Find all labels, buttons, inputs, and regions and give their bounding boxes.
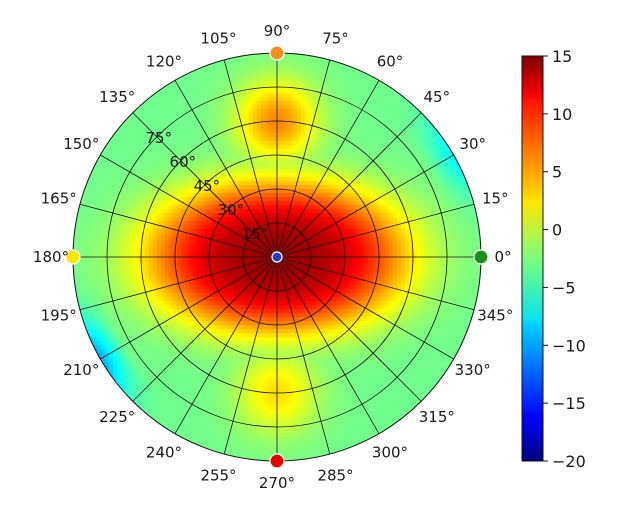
angular-gridline-165 — [79, 203, 278, 258]
angular-gridline-45 — [276, 112, 422, 258]
angular-gridline-150 — [100, 154, 278, 258]
colorbar-tick-label: 10 — [552, 105, 572, 124]
angular-tick-label: 225° — [99, 408, 135, 426]
angular-tick-label: 285° — [317, 466, 353, 484]
angular-gridline-300 — [276, 256, 380, 434]
angular-tick-label: 315° — [419, 408, 455, 426]
angular-tick-label: 105° — [200, 30, 236, 48]
colorbar-tick-label: −15 — [552, 394, 586, 413]
colorbar: 15 10 5 0 −5 −10 −15 −20 — [521, 47, 586, 471]
angular-tick-label: 30° — [459, 135, 486, 153]
radial-tick-labels: 15° 30° 45° 60° 75° — [145, 129, 268, 243]
angular-gridline-105 — [223, 59, 278, 258]
colorbar-tick-label: −10 — [552, 336, 586, 355]
angular-tick-labels: 0° 15° 30° 45° 60° 75° 90° 105° 120° 135° 150° 165°… — [33, 22, 513, 492]
radial-tick-label: 30° — [218, 201, 245, 219]
angular-gridline-195 — [79, 256, 278, 311]
angular-tick-label: 330° — [455, 361, 491, 379]
angular-tick-label: 150° — [63, 135, 99, 153]
angular-tick-label: 240° — [146, 444, 182, 462]
angular-gridline-135 — [132, 112, 278, 258]
angular-tick-label: 45° — [424, 88, 451, 106]
angular-gridline-315 — [276, 256, 422, 402]
marker-180-90 — [65, 249, 81, 265]
angular-tick-label: 255° — [200, 466, 236, 484]
marker-270-90 — [269, 453, 285, 469]
angular-gridline-15 — [276, 203, 475, 258]
angular-tick-label: 345° — [477, 306, 513, 324]
colorbar-tick-label: 15 — [552, 47, 572, 66]
marker-0-0 — [271, 251, 283, 263]
angular-gridline-75 — [276, 59, 331, 258]
angular-tick-label: 270° — [259, 474, 295, 492]
angular-tick-label: 0° — [494, 248, 511, 266]
angular-tick-label: 75° — [322, 30, 349, 48]
angular-tick-label: 60° — [377, 52, 404, 70]
angular-gridline-240 — [174, 256, 278, 434]
angular-tick-label: 210° — [63, 361, 99, 379]
marker-90-90 — [269, 45, 285, 61]
colorbar-tick-label: −5 — [552, 278, 576, 297]
angular-gridline-210 — [100, 256, 278, 360]
marker-0-90 — [473, 249, 489, 265]
angular-gridline-285 — [276, 256, 331, 455]
radial-tick-label: 15° — [242, 225, 269, 243]
angular-gridline-60 — [276, 80, 380, 258]
angular-tick-label: 15° — [482, 190, 509, 208]
radial-tick-label: 60° — [170, 153, 197, 171]
colorbar-bar — [521, 55, 544, 462]
angular-gridline-30 — [276, 154, 454, 258]
angular-gridline-225 — [132, 256, 278, 402]
colorbar-tick-label: 5 — [552, 163, 562, 182]
angular-tick-label: 120° — [146, 52, 182, 70]
angular-tick-label: 90° — [264, 22, 291, 40]
colorbar-tick-label: −20 — [552, 452, 586, 471]
angular-gridline-120 — [174, 80, 278, 258]
angular-tick-label: 300° — [372, 444, 408, 462]
angular-tick-label: 195° — [41, 306, 77, 324]
angular-gridline-255 — [223, 256, 278, 455]
angular-tick-label: 180° — [33, 248, 69, 266]
angular-gridline-330 — [276, 256, 454, 360]
radial-tick-label: 45° — [194, 177, 221, 195]
angular-tick-label: 165° — [41, 190, 77, 208]
colorbar-tick-label: 0 — [552, 221, 562, 240]
angular-tick-label: 135° — [99, 88, 135, 106]
markers — [65, 45, 489, 469]
angular-gridline-345 — [276, 256, 475, 311]
radial-tick-label: 75° — [145, 129, 172, 147]
